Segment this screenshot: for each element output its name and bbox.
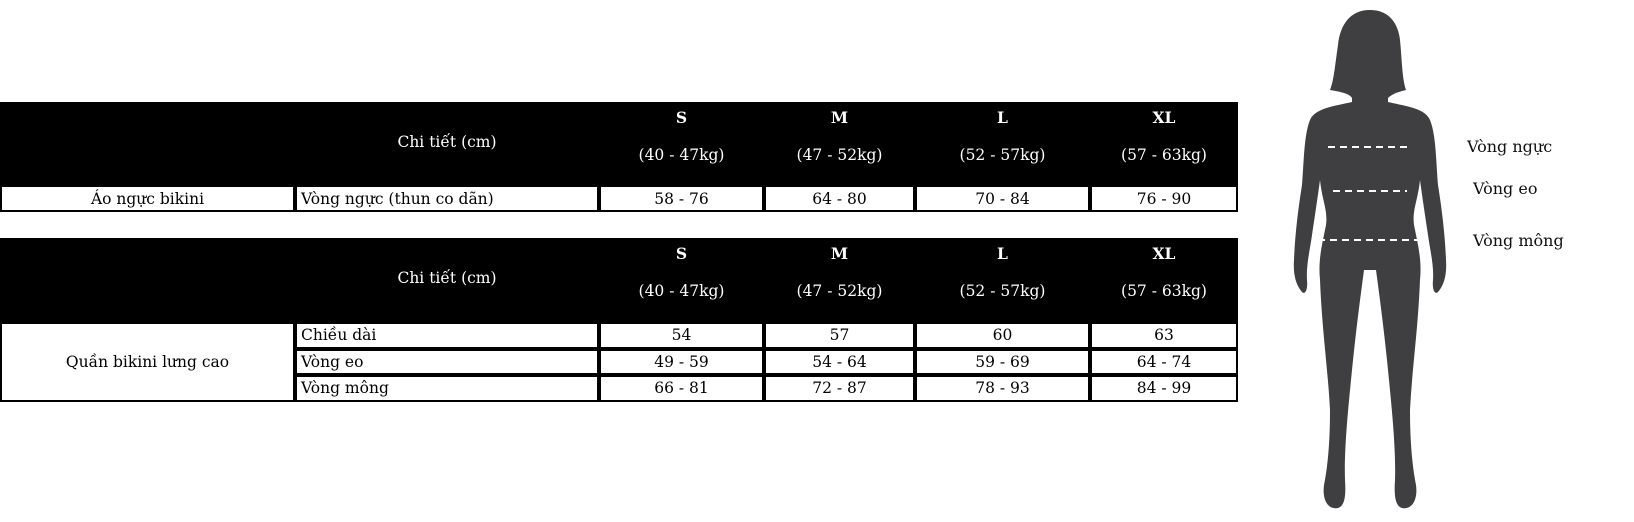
top_table-size-name: XL: [1152, 108, 1176, 127]
bottom_table-value-cell: 64 - 74: [1090, 348, 1238, 375]
bottom_table-size-weight: (52 - 57kg): [959, 282, 1046, 300]
bottom_table-value-cell: 54: [599, 322, 764, 349]
bottom_table-size-name: S: [675, 244, 688, 263]
bottom_table-value-cell: 72 - 87: [764, 375, 915, 402]
top_table-size-weight: (57 - 63kg): [1121, 146, 1207, 164]
bottom_table-value-cell: 63: [1090, 322, 1238, 349]
bottom_table-value-cell: 57: [764, 322, 915, 349]
top_table-value-cell: 70 - 84: [915, 185, 1090, 212]
bottom_table-row-label: Vòng mông: [295, 375, 599, 402]
top_table-value-cell: 64 - 80: [764, 185, 915, 212]
bottom_table-value-cell: 54 - 64: [764, 348, 915, 375]
bottom_table-header: [0, 238, 1238, 322]
top_table-size-weight: (52 - 57kg): [959, 146, 1046, 164]
top_table-size-name: S: [675, 108, 688, 127]
bottom_table-size-weight: (47 - 52kg): [796, 282, 883, 300]
bottom_table-value-cell: 78 - 93: [915, 375, 1090, 402]
hip-label: Vòng mông: [1473, 231, 1564, 250]
top_table-size-name: L: [997, 108, 1008, 127]
bottom_table-value-cell: 59 - 69: [915, 348, 1090, 375]
waist-label: Vòng eo: [1473, 179, 1538, 198]
top_table-row-label: Vòng ngực (thun co dãn): [295, 185, 599, 212]
top_table-size-weight: (47 - 52kg): [796, 146, 883, 164]
top_table-value-cell: 76 - 90: [1090, 185, 1238, 212]
body-silhouette-icon: [1293, 10, 1447, 509]
bottom_table-value-cell: 84 - 99: [1090, 375, 1238, 402]
top_table-size-weight: (40 - 47kg): [638, 146, 725, 164]
bottom_table-value-cell: 66 - 81: [599, 375, 764, 402]
top_table-product-name: Áo ngực bikini: [0, 185, 295, 212]
top_table-header: [0, 102, 1238, 185]
top_table-size-name: M: [830, 108, 849, 127]
bottom_table-size-weight: (40 - 47kg): [638, 282, 725, 300]
bottom_table-row-label: Vòng eo: [295, 348, 599, 375]
chest-label: Vòng ngực: [1467, 137, 1553, 156]
bottom_table-size-name: L: [997, 244, 1008, 263]
top_table-value-cell: 58 - 76: [599, 185, 764, 212]
bottom_table-row-label: Chiều dài: [295, 322, 599, 349]
bottom_table-product-name: Quần bikini lưng cao: [0, 322, 295, 402]
bottom_table-value-cell: 60: [915, 322, 1090, 349]
bottom_table-detail-header: Chi tiết (cm): [397, 269, 497, 287]
bottom_table-value-cell: 49 - 59: [599, 348, 764, 375]
bottom_table-size-weight: (57 - 63kg): [1121, 282, 1207, 300]
top_table-detail-header: Chi tiết (cm): [397, 133, 497, 151]
bottom_table-size-name: XL: [1152, 244, 1176, 263]
bottom_table-size-name: M: [830, 244, 849, 263]
